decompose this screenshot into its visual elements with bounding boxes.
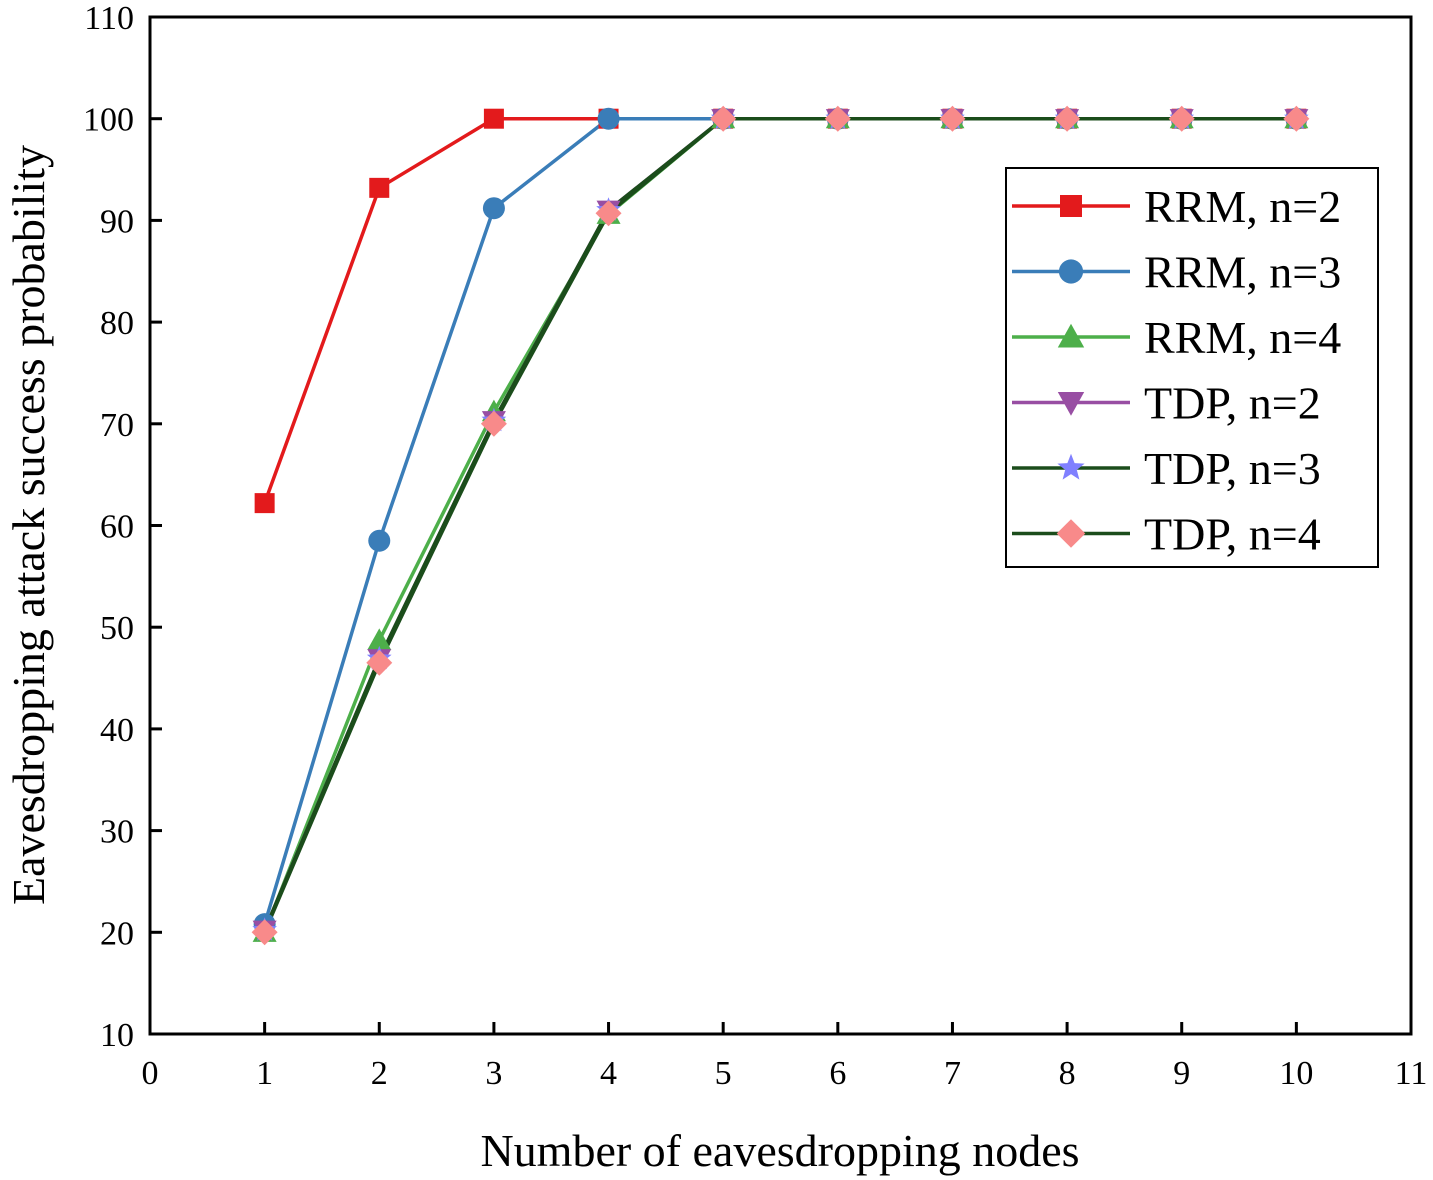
data-point	[251, 919, 278, 946]
legend-marker	[1057, 391, 1085, 416]
legend-marker	[1060, 195, 1082, 217]
legend-item: RRM, n=3	[1012, 247, 1341, 298]
data-point	[483, 108, 504, 129]
data-point	[597, 107, 620, 130]
y-tick-label: 80	[100, 305, 134, 342]
legend-item: TDP, n=2	[1012, 378, 1321, 429]
legend-item: TDP, n=4	[1012, 509, 1321, 560]
x-tick-label: 10	[1279, 1055, 1313, 1092]
y-tick-label: 90	[100, 203, 134, 240]
y-tick-label: 20	[100, 915, 134, 952]
legend-label: RRM, n=4	[1144, 312, 1341, 363]
data-point	[710, 105, 737, 132]
legend-item: TDP, n=3	[1012, 443, 1321, 494]
legend-label: TDP, n=3	[1144, 443, 1321, 494]
legend-box	[1005, 167, 1379, 568]
x-tick-label: 0	[142, 1055, 159, 1092]
legend-label: TDP, n=2	[1144, 378, 1321, 429]
data-point	[1168, 105, 1195, 132]
data-point	[480, 410, 507, 437]
legend-label: TDP, n=4	[1144, 509, 1321, 560]
y-tick-label: 10	[100, 1017, 134, 1054]
axis-ticks: 0 1 2 3 4 5 6 7 8 9 10 11 10 20 30 40 50 60 70 80 90 100 110	[83, 0, 1427, 1092]
x-axis-title: Number of eavesdropping nodes	[480, 1125, 1079, 1176]
series-6	[262, 116, 1297, 933]
legend: RRM, n=2 RRM, n=3 RRM, n=4 TDP, n=2 TDP, n=3…	[1005, 167, 1379, 568]
legend-label: RRM, n=3	[1144, 247, 1341, 298]
legend-marker	[1057, 323, 1085, 348]
data-point	[824, 105, 851, 132]
y-tick-label: 60	[100, 509, 134, 546]
y-tick-label: 110	[84, 0, 134, 37]
data-point	[482, 197, 505, 220]
x-tick-label: 9	[1173, 1055, 1190, 1092]
legend-label: RRM, n=2	[1144, 181, 1341, 232]
data-point	[368, 529, 391, 552]
x-tick-label: 3	[485, 1055, 502, 1092]
y-axis-title: Eavesdropping attack success probability	[3, 145, 54, 905]
x-tick-label: 11	[1395, 1055, 1428, 1092]
data-point	[1054, 105, 1081, 132]
x-tick-label: 2	[371, 1055, 388, 1092]
x-tick-label: 8	[1059, 1055, 1076, 1092]
legend-marker	[1058, 259, 1084, 284]
series-line	[262, 116, 1297, 933]
data-point	[367, 628, 392, 651]
series-markers-6	[251, 105, 1310, 946]
plot-area	[251, 105, 1310, 946]
legend-item: RRM, n=4	[1012, 312, 1341, 363]
x-tick-label: 5	[715, 1055, 732, 1092]
x-tick-label: 7	[944, 1055, 961, 1092]
data-point	[369, 177, 390, 198]
y-tick-label: 50	[100, 610, 134, 647]
y-tick-label: 40	[100, 712, 134, 749]
legend-marker	[1056, 519, 1086, 548]
data-point	[254, 493, 275, 514]
y-tick-label: 30	[100, 814, 134, 851]
y-tick-label: 100	[83, 102, 134, 139]
data-point	[595, 200, 622, 227]
legend-item: RRM, n=2	[1012, 181, 1341, 232]
y-tick-label: 70	[100, 407, 134, 444]
data-point	[366, 649, 393, 676]
x-tick-label: 1	[256, 1055, 273, 1092]
legend-marker	[1057, 453, 1085, 480]
x-tick-label: 4	[600, 1055, 617, 1092]
data-point	[939, 105, 966, 132]
data-point	[1283, 105, 1310, 132]
x-tick-label: 6	[829, 1055, 846, 1092]
